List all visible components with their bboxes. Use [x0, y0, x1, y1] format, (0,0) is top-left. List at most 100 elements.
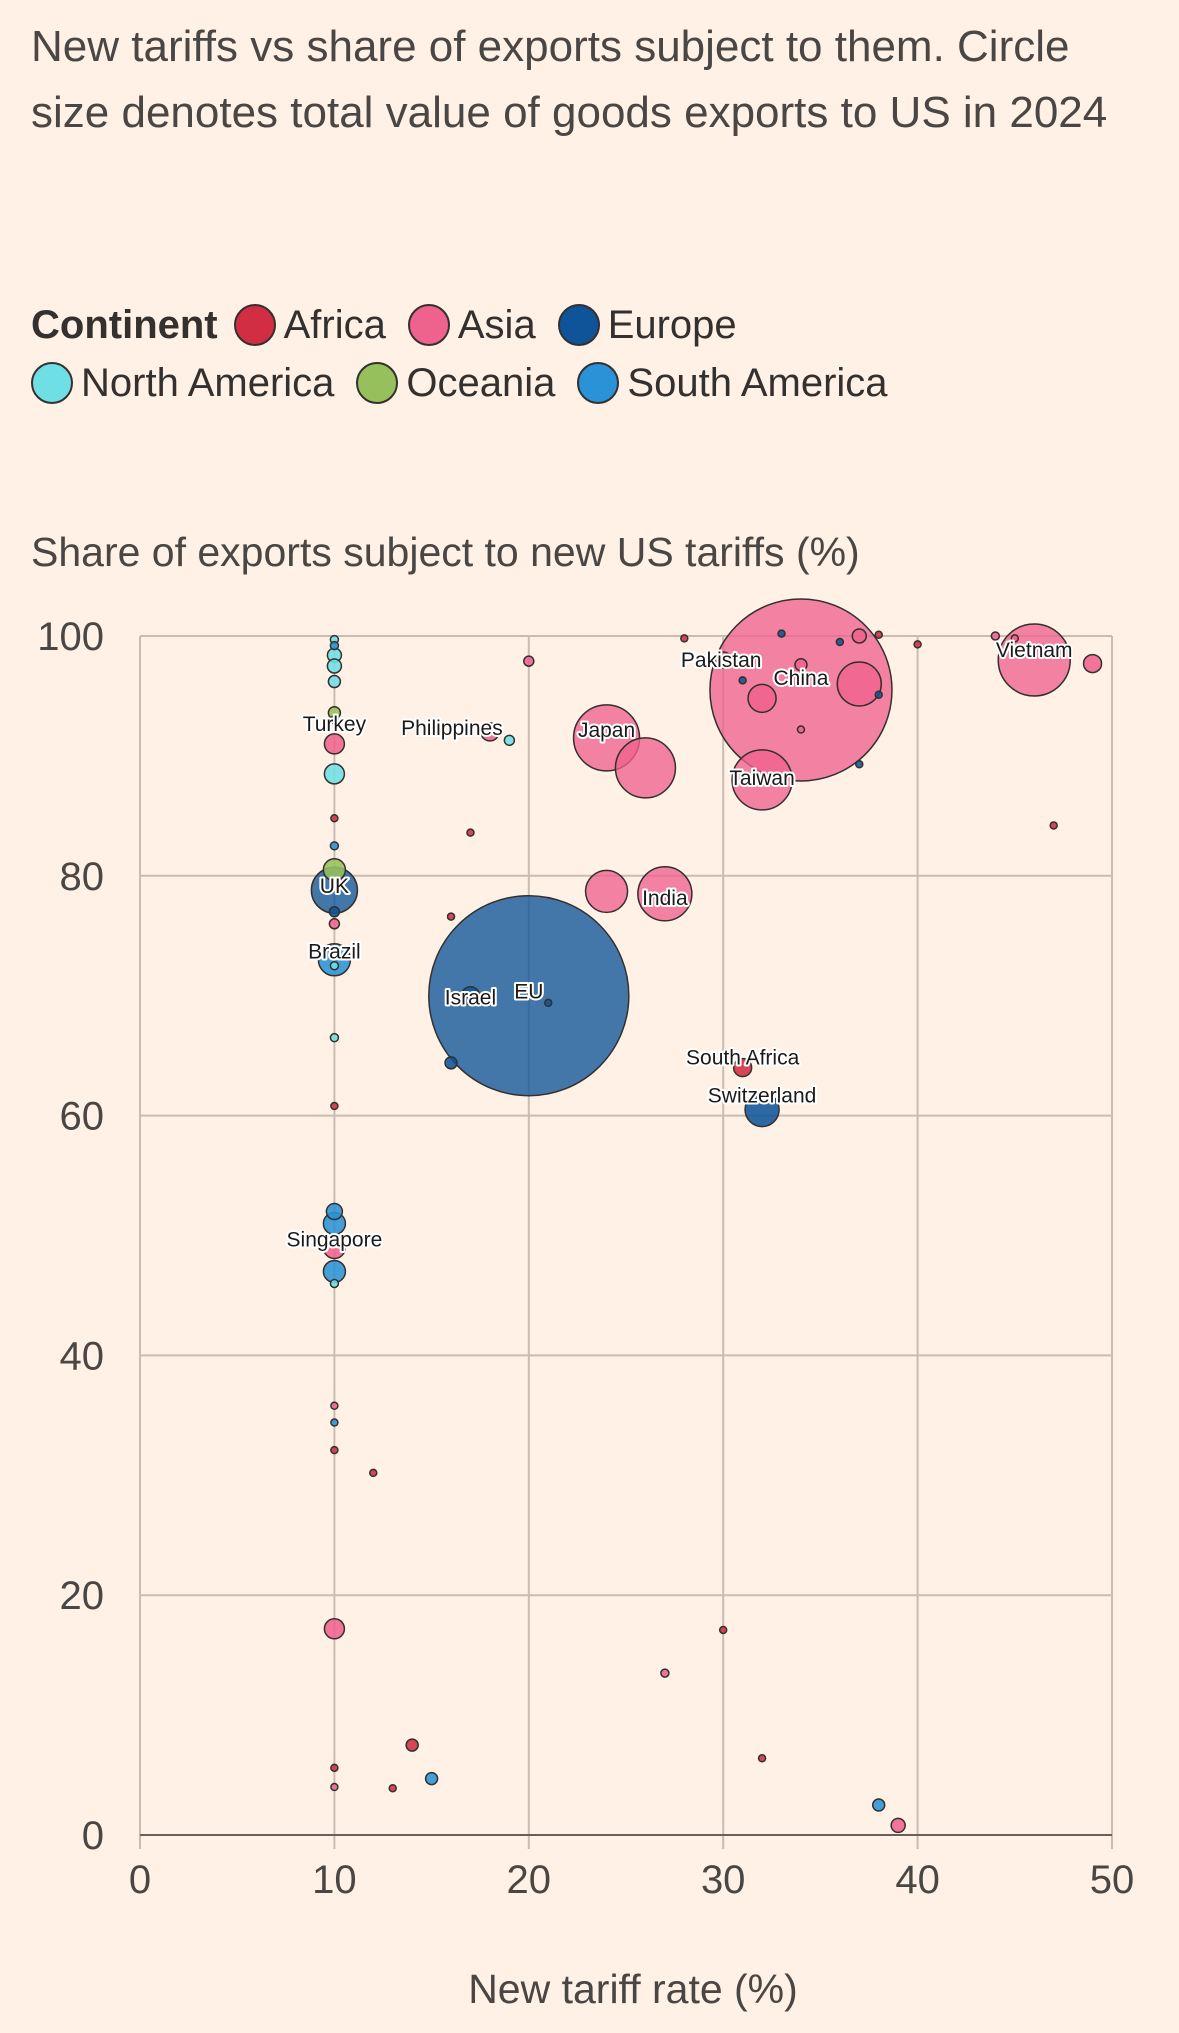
x-axis-title: New tariff rate (%) — [468, 1966, 798, 2012]
chart-subtitle: New tariffs vs share of exports subject … — [31, 22, 1108, 137]
legend-item-south-america: South America — [577, 360, 888, 406]
legend-item-north-america: North America — [31, 361, 334, 406]
point-labels: EU China Vietnam Japan Taiwan India UK Switzerl… — [285, 637, 1075, 1254]
legend-label-africa: Africa — [283, 302, 386, 347]
point-israel — [460, 985, 481, 1006]
x-tick-50: 50 — [1090, 1858, 1135, 1902]
x-tick-20: 20 — [507, 1858, 552, 1902]
label-philippines: Philippines — [401, 717, 503, 740]
point-49 — [330, 813, 339, 823]
point-25 — [1082, 653, 1103, 674]
legend-swatch-africa — [233, 304, 276, 346]
point-8 — [836, 661, 883, 707]
label-uk: UK — [320, 875, 349, 898]
point-60 — [660, 1668, 670, 1678]
point-54 — [330, 1782, 339, 1792]
y-tick-100: 100 — [37, 615, 104, 659]
scatter-chart: Share of exports subject to new US tarif… — [31, 529, 1135, 2012]
point-philippines — [480, 722, 500, 742]
point-7 — [584, 869, 629, 914]
point-27 — [794, 658, 808, 672]
point-70 — [874, 630, 883, 640]
label-china: China — [774, 667, 829, 690]
point-eu — [428, 894, 630, 1097]
legend-swatch-north-america — [31, 362, 73, 404]
legend: Continent Africa Asia Europe North Ameri… — [31, 296, 1151, 412]
point-62 — [718, 1625, 728, 1635]
label-singapore: Singapore — [287, 1228, 383, 1251]
legend-item-europe: Europe — [557, 302, 737, 348]
point-26 — [851, 628, 868, 644]
point-23 — [322, 858, 347, 882]
point-55 — [369, 1468, 378, 1478]
legend-label-north-america: North America — [81, 360, 335, 405]
label-japan: Japan — [578, 719, 635, 742]
y-tick-0: 0 — [82, 1814, 104, 1858]
x-tick-30: 30 — [701, 1858, 746, 1902]
point-59 — [543, 998, 553, 1008]
point-64 — [757, 1754, 767, 1763]
point-turkey — [323, 733, 346, 755]
label-brazil: Brazil — [308, 941, 361, 964]
point-72 — [990, 631, 1001, 641]
legend-title: Continent — [31, 302, 218, 347]
point-29 — [326, 658, 343, 674]
point-39 — [328, 906, 341, 918]
point-71 — [913, 640, 922, 649]
point-43 — [329, 715, 340, 725]
legend-label-south-america: South America — [627, 360, 888, 405]
legend-swatch-asia — [407, 304, 450, 346]
point-61 — [680, 634, 689, 643]
point-35 — [424, 1771, 439, 1786]
label-switzerland: Switzerland — [708, 1085, 817, 1108]
label-taiwan: Taiwan — [729, 767, 794, 790]
label-turkey: Turkey — [303, 713, 367, 736]
point-17 — [325, 1202, 344, 1221]
point-42 — [329, 640, 340, 651]
label-eu: EU — [514, 981, 543, 1004]
x-tick-40: 40 — [895, 1858, 940, 1902]
point-south-africa — [732, 1057, 753, 1078]
point-51 — [330, 1401, 339, 1411]
point-singapore — [322, 1235, 347, 1260]
point-69 — [874, 690, 883, 700]
legend-label-europe: Europe — [607, 302, 737, 347]
y-tick-80: 80 — [60, 855, 105, 899]
point-32 — [503, 734, 516, 747]
point-50 — [330, 1101, 339, 1111]
point-46 — [329, 1032, 340, 1043]
point-52 — [330, 1445, 339, 1455]
point-34 — [405, 1738, 419, 1752]
legend-swatch-oceania — [356, 362, 399, 404]
point-56 — [388, 1783, 397, 1793]
label-south-africa: South Africa — [686, 1047, 800, 1070]
point-brazil — [317, 942, 352, 977]
point-37 — [890, 1817, 906, 1834]
grid — [139, 635, 1113, 1849]
y-tick-60: 60 — [60, 1095, 105, 1139]
point-68 — [855, 760, 864, 769]
point-66 — [796, 725, 806, 734]
data-points — [310, 598, 1103, 1834]
point-74 — [1049, 821, 1058, 830]
point-pakistan — [714, 651, 732, 669]
point-38 — [523, 655, 535, 667]
point-48 — [330, 1418, 339, 1427]
label-india: India — [642, 887, 688, 910]
x-tick-0: 0 — [129, 1858, 151, 1902]
point-36 — [871, 1798, 886, 1812]
legend-item-asia: Asia — [407, 303, 536, 348]
point-24 — [323, 1618, 346, 1640]
legend-swatch-south-america — [577, 362, 620, 404]
y-axis-title: Share of exports subject to new US tarif… — [31, 529, 860, 575]
point-3 — [614, 737, 677, 799]
legend-item-africa: Africa — [233, 302, 386, 348]
label-vietnam: Vietnam — [996, 639, 1073, 662]
x-tick-10: 10 — [312, 1858, 357, 1902]
point-33 — [444, 1056, 458, 1070]
point-40 — [328, 918, 341, 930]
legend-item-oceania: Oceania — [356, 361, 555, 406]
label-israel: Israel — [445, 987, 496, 1010]
point-63 — [738, 676, 747, 685]
point-taiwan — [731, 749, 793, 811]
